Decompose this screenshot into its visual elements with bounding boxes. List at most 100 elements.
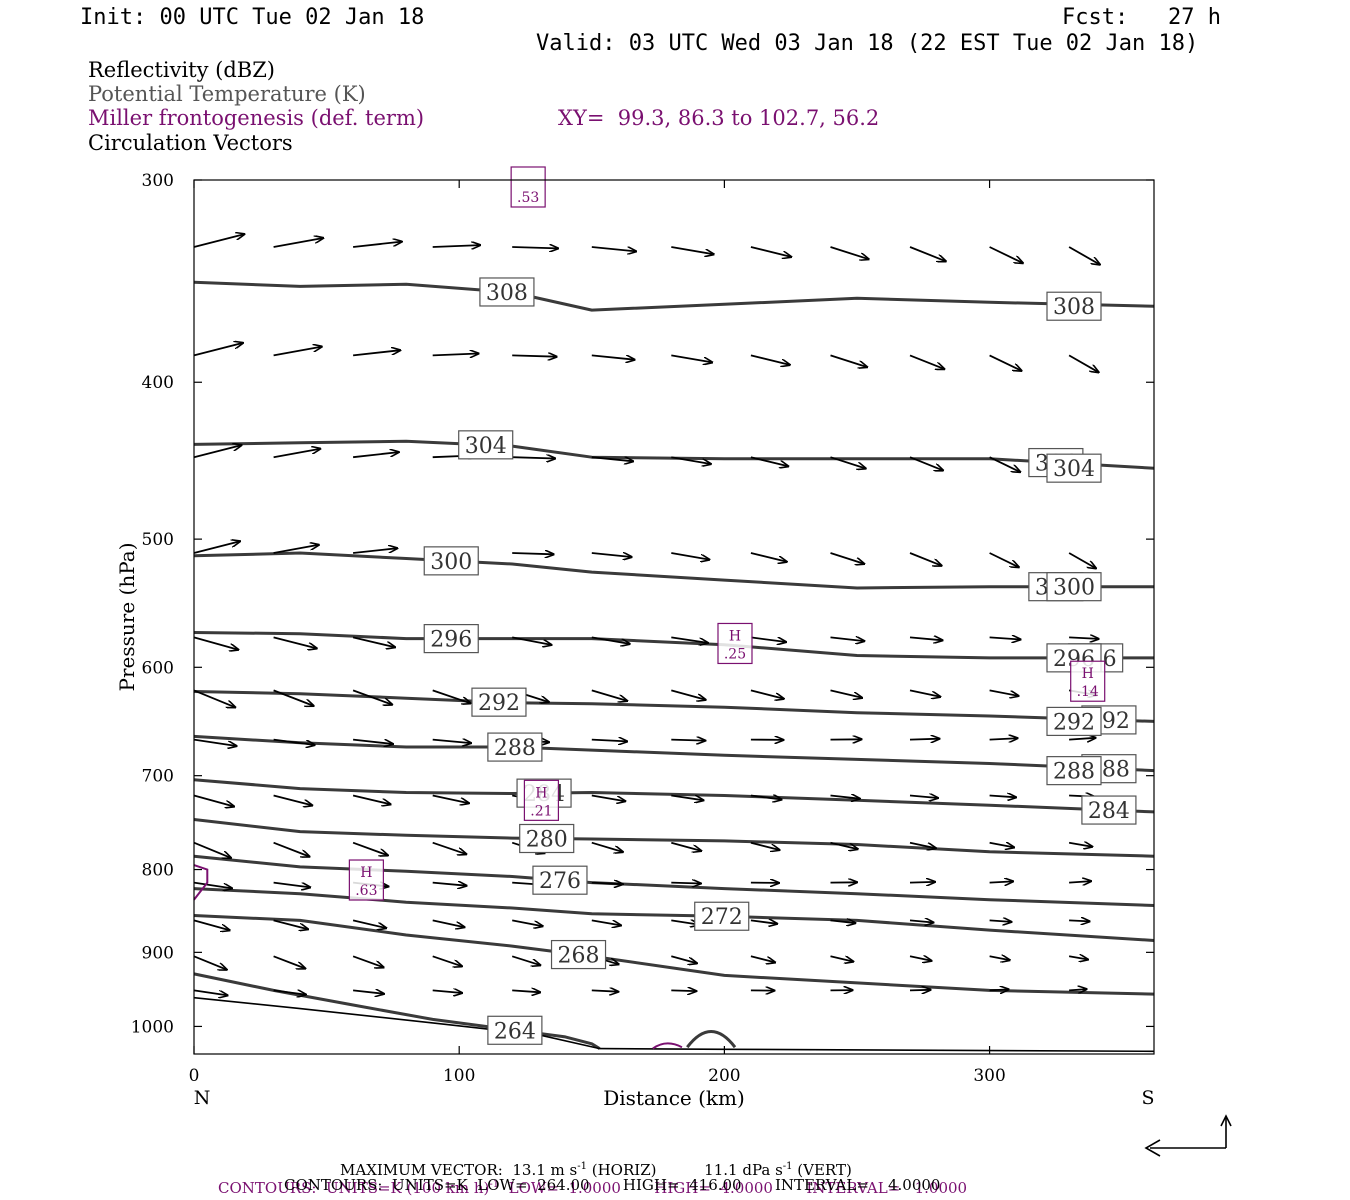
circulation-vector <box>830 354 868 367</box>
circulation-vector <box>432 354 479 356</box>
fronto-max-label: H <box>729 628 741 644</box>
circulation-vector <box>353 548 397 554</box>
circulation-vector <box>432 245 480 247</box>
circulation-vector <box>909 920 933 922</box>
circulation-vector <box>273 794 313 806</box>
theta-contour-296 <box>193 631 1154 660</box>
x-tick-label: 300 <box>973 1066 1005 1086</box>
circulation-vector <box>671 955 697 963</box>
circulation-vector <box>750 246 791 257</box>
x-tick-label: 200 <box>708 1066 740 1086</box>
x-tick-label: 0 <box>189 1066 200 1086</box>
circulation-vector <box>1068 843 1092 847</box>
circulation-vector <box>432 794 469 804</box>
circulation-vector <box>671 841 701 851</box>
circulation-vector <box>591 883 623 885</box>
circulation-vector <box>193 445 242 459</box>
x-axis-title: Distance (km) <box>603 1086 745 1110</box>
circulation-vector <box>193 841 231 858</box>
circulation-vector <box>273 545 319 554</box>
theta-label-box <box>487 732 543 762</box>
circulation-vector <box>671 883 701 884</box>
circulation-vector <box>909 841 936 849</box>
theta-label: 288 <box>494 736 536 761</box>
circulation-vector <box>989 989 1009 990</box>
circulation-vector <box>193 689 235 707</box>
circulation-vector <box>830 456 866 468</box>
theta-label-box <box>487 1015 543 1045</box>
theta-label: 276 <box>539 869 581 894</box>
legend-potential-temperature: Potential Temperature (K) <box>88 82 366 106</box>
circulation-vector <box>512 919 543 926</box>
circulation-vector <box>193 738 237 746</box>
y-tick-label: 900 <box>142 943 174 963</box>
circulation-vector <box>989 354 1022 370</box>
circulation-vector <box>193 881 232 889</box>
circulation-vector <box>671 740 705 741</box>
circulation-vector <box>671 689 705 699</box>
circulation-vector <box>909 990 931 991</box>
circulation-vector <box>352 955 384 967</box>
circulation-vector <box>591 841 623 852</box>
circulation-vector <box>273 919 308 929</box>
circulation-vector <box>989 796 1016 798</box>
circulation-vector <box>193 343 243 357</box>
circulation-vector <box>671 456 711 464</box>
theta-contour-300 <box>193 551 1154 590</box>
plot-frame <box>193 179 1155 1055</box>
theta-label: 308 <box>486 281 528 306</box>
circulation-vector <box>591 990 619 991</box>
circulation-vector <box>989 456 1021 472</box>
theta-contour-292 <box>193 690 1155 723</box>
circulation-vector <box>909 739 940 740</box>
circulation-vector <box>830 841 858 849</box>
circulation-vector <box>591 246 636 251</box>
reference-vector-icon <box>1144 1114 1232 1157</box>
circulation-vector <box>273 689 314 706</box>
y-tick-label: 500 <box>142 530 174 550</box>
circulation-vector <box>511 955 540 965</box>
circulation-vector <box>432 990 462 993</box>
circulation-vector <box>432 689 471 703</box>
circulation-vector <box>512 990 540 992</box>
circulation-vector <box>432 841 467 855</box>
circulation-vector <box>989 246 1023 263</box>
theta-label-box <box>550 939 607 970</box>
circulation-vector <box>830 246 869 259</box>
x-tick-label: 100 <box>443 1066 475 1086</box>
theta-label: 280 <box>526 827 568 852</box>
circulation-vector <box>989 689 1019 696</box>
circulation-vector <box>1069 989 1087 990</box>
circulation-vector <box>1068 246 1100 265</box>
circulation-vector <box>909 882 935 883</box>
theta-label-box <box>1081 795 1137 825</box>
circulation-vector <box>750 920 777 923</box>
theta-label-box <box>694 901 750 931</box>
fronto-max-value: .25 <box>724 646 746 662</box>
circulation-vector <box>909 956 932 961</box>
circulation-vector <box>1068 956 1088 959</box>
fronto-contour <box>652 1042 683 1050</box>
circulation-vector <box>989 881 1014 882</box>
circulation-vector <box>591 354 635 359</box>
circulation-vector <box>273 738 315 745</box>
circulation-vector <box>750 456 788 466</box>
circulation-vector <box>273 841 310 857</box>
circulation-vector <box>1068 552 1096 568</box>
theta-label-box <box>532 865 588 895</box>
circulation-vector <box>750 354 790 365</box>
theta-label: 308 <box>1053 295 1095 320</box>
circulation-vector <box>273 449 321 459</box>
fronto-max-value: .63 <box>355 883 377 899</box>
circulation-vector <box>909 246 946 261</box>
circulation-vector <box>909 552 942 566</box>
theta-label: 304 <box>465 434 507 459</box>
theta-label: 296 <box>430 628 472 653</box>
circulation-vector <box>353 350 400 357</box>
fronto-max-box <box>717 622 753 665</box>
circulation-vector <box>273 955 306 968</box>
fronto-max-box <box>523 779 560 821</box>
circulation-vector <box>512 247 558 248</box>
footer-max-vector: MAXIMUM VECTOR: 13.1 m s-1 (HORIZ) 11.1 … <box>340 1161 852 1179</box>
